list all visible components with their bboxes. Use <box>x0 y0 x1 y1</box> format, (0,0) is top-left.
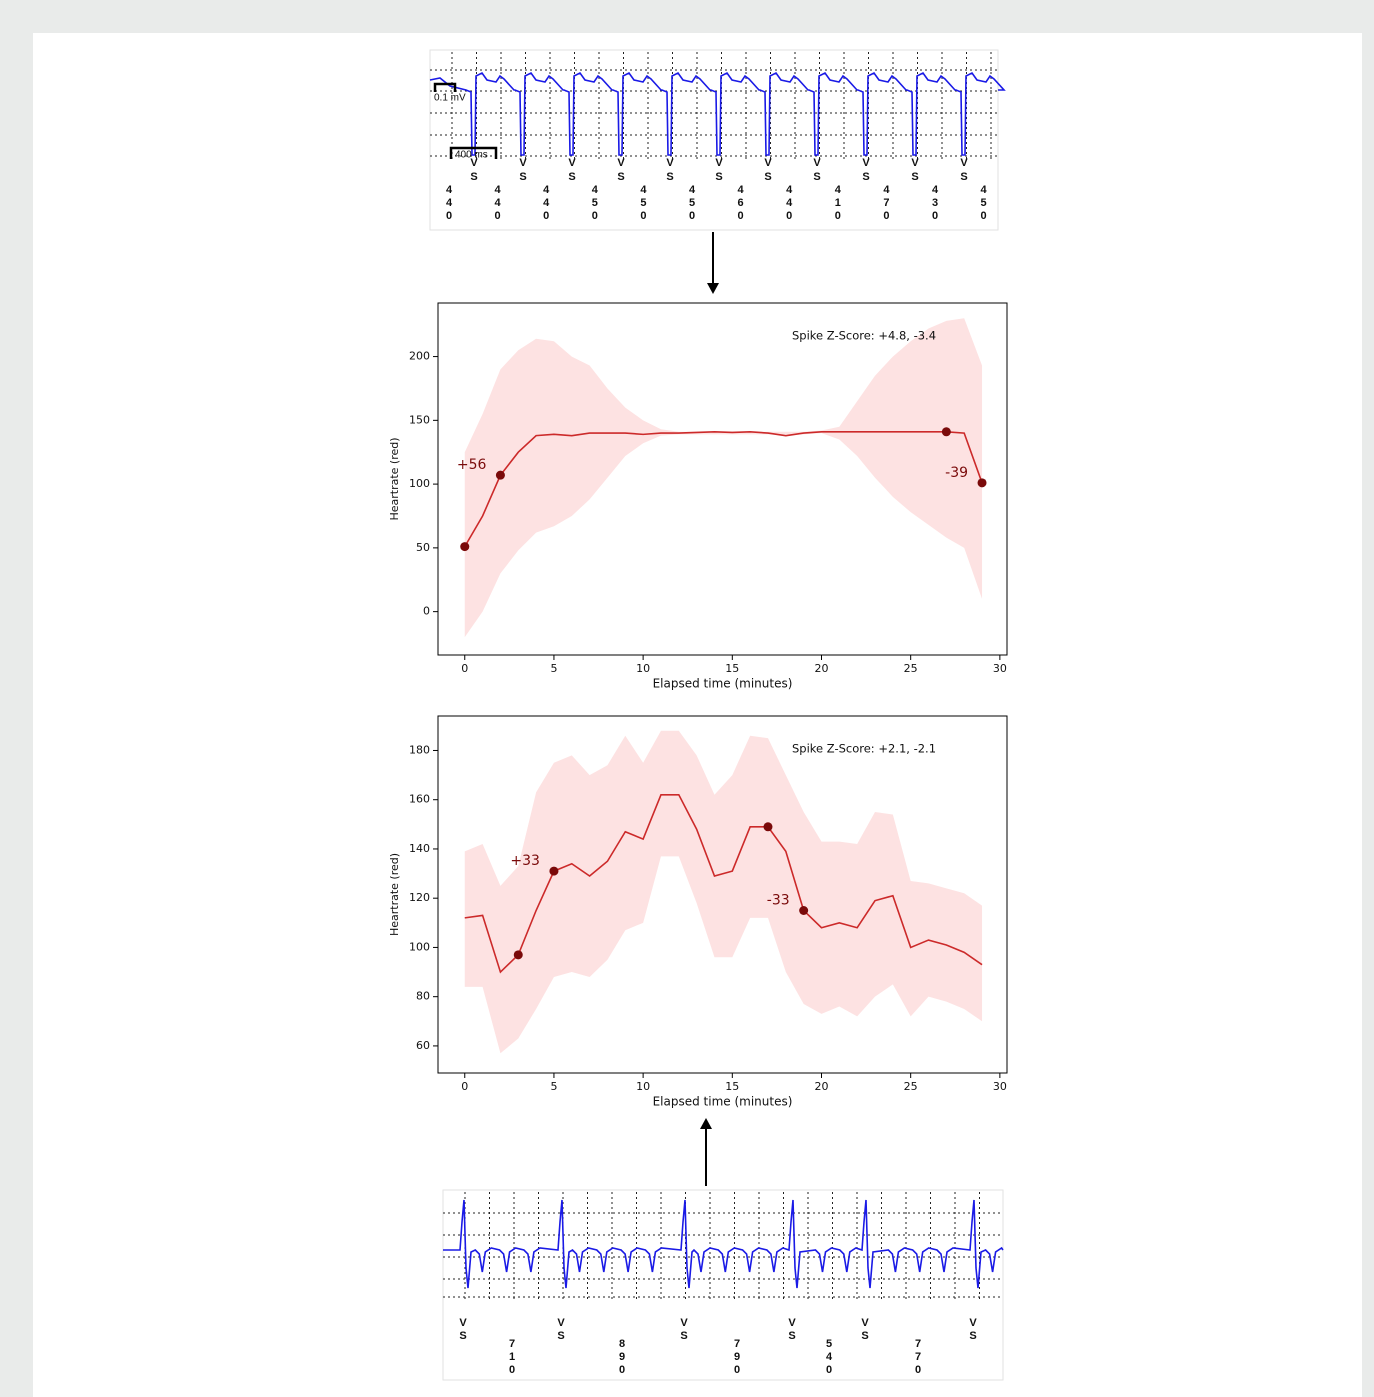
x-tick-label: 10 <box>636 662 650 675</box>
beat-marker: V <box>617 157 625 169</box>
beat-marker: S <box>617 171 624 183</box>
rr-interval: 410 <box>832 184 844 223</box>
annotation: Spike Z-Score: +2.1, -2.1 <box>792 742 936 756</box>
beat-marker: S <box>788 1330 795 1342</box>
spike-point <box>514 950 523 959</box>
beat-marker: S <box>861 1330 868 1342</box>
beat-marker: V <box>519 157 527 169</box>
spike-point <box>496 471 505 480</box>
spike-label: +56 <box>457 457 487 473</box>
rr-interval: 710 <box>506 1338 518 1377</box>
beat-marker: S <box>470 171 477 183</box>
beat-marker: V <box>764 157 772 169</box>
x-axis-label: Elapsed time (minutes) <box>653 677 793 691</box>
x-tick-label: 5 <box>550 662 557 675</box>
beat-marker: V <box>969 1317 977 1329</box>
beat-marker: V <box>861 1317 869 1329</box>
beat-marker: V <box>680 1317 688 1329</box>
beat-marker: S <box>969 1330 976 1342</box>
rr-interval: 450 <box>686 184 698 223</box>
rr-interval: 460 <box>735 184 747 223</box>
x-tick-label: 0 <box>461 1080 468 1093</box>
spike-point <box>460 542 469 551</box>
y-axis-label: Heartrate (red) <box>388 437 401 520</box>
y-tick-label: 80 <box>416 990 430 1003</box>
y-tick-label: 50 <box>416 541 430 554</box>
beat-marker: S <box>666 171 673 183</box>
beat-marker: V <box>960 157 968 169</box>
x-tick-label: 20 <box>814 662 828 675</box>
x-tick-label: 25 <box>904 1080 918 1093</box>
beat-marker: V <box>911 157 919 169</box>
rr-interval: 450 <box>637 184 649 223</box>
rr-interval: 430 <box>929 184 941 223</box>
x-tick-label: 30 <box>993 662 1007 675</box>
beat-marker: S <box>862 171 869 183</box>
x-tick-label: 25 <box>904 662 918 675</box>
spike-point <box>799 906 808 915</box>
rr-interval: 440 <box>443 184 455 223</box>
x-tick-label: 15 <box>725 662 739 675</box>
beat-marker: S <box>680 1330 687 1342</box>
beat-marker: V <box>459 1317 467 1329</box>
x-tick-label: 0 <box>461 662 468 675</box>
figure: VSVSVSVSVSVSVSVSVSVSVS440440440450450450… <box>0 0 1374 1397</box>
rr-interval: 450 <box>978 184 990 223</box>
y-tick-label: 120 <box>409 891 430 904</box>
x-tick-label: 30 <box>993 1080 1007 1093</box>
y-tick-label: 100 <box>409 940 430 953</box>
x-tick-label: 15 <box>725 1080 739 1093</box>
beat-marker: S <box>960 171 967 183</box>
beat-marker: S <box>519 171 526 183</box>
rr-interval: 440 <box>492 184 504 223</box>
beat-marker: V <box>715 157 723 169</box>
page: { "ecg_top": { "scale_labels": ["0.1 mV"… <box>0 0 1374 1397</box>
beat-marker: V <box>813 157 821 169</box>
y-tick-label: 0 <box>423 605 430 618</box>
spike-label: -39 <box>945 465 968 481</box>
rr-interval: 440 <box>783 184 795 223</box>
rr-interval: 890 <box>616 1338 628 1377</box>
rr-interval: 770 <box>912 1338 924 1377</box>
x-tick-label: 10 <box>636 1080 650 1093</box>
beat-marker: V <box>557 1317 565 1329</box>
y-tick-label: 60 <box>416 1039 430 1052</box>
y-tick-label: 160 <box>409 793 430 806</box>
rr-interval: 790 <box>731 1338 743 1377</box>
rr-interval: 540 <box>823 1338 835 1377</box>
beat-marker: S <box>813 171 820 183</box>
annotation: Spike Z-Score: +4.8, -3.4 <box>792 329 936 343</box>
beat-marker: S <box>459 1330 466 1342</box>
rr-interval: 440 <box>540 184 552 223</box>
scale-label: 0.1 mV <box>434 93 466 104</box>
y-axis-label: Heartrate (red) <box>388 853 401 936</box>
beat-marker: S <box>764 171 771 183</box>
beat-marker: V <box>862 157 870 169</box>
spike-point <box>549 867 558 876</box>
y-tick-label: 200 <box>409 350 430 363</box>
beat-marker: S <box>911 171 918 183</box>
beat-marker: V <box>788 1317 796 1329</box>
beat-marker: V <box>666 157 674 169</box>
y-tick-label: 140 <box>409 842 430 855</box>
spike-label: -33 <box>767 893 790 909</box>
beat-marker: S <box>715 171 722 183</box>
x-tick-label: 5 <box>550 1080 557 1093</box>
spike-point <box>763 822 772 831</box>
rr-interval: 450 <box>589 184 601 223</box>
x-tick-label: 20 <box>814 1080 828 1093</box>
beat-marker: V <box>568 157 576 169</box>
y-tick-label: 150 <box>409 413 430 426</box>
scale-label: 400 ms <box>455 150 488 161</box>
spike-label: +33 <box>510 853 540 869</box>
beat-marker: S <box>568 171 575 183</box>
rr-interval: 470 <box>880 184 892 223</box>
beat-marker: S <box>557 1330 564 1342</box>
x-axis-label: Elapsed time (minutes) <box>653 1095 793 1109</box>
spike-point <box>978 478 987 487</box>
y-tick-label: 100 <box>409 477 430 490</box>
y-tick-label: 180 <box>409 743 430 756</box>
spike-point <box>942 427 951 436</box>
